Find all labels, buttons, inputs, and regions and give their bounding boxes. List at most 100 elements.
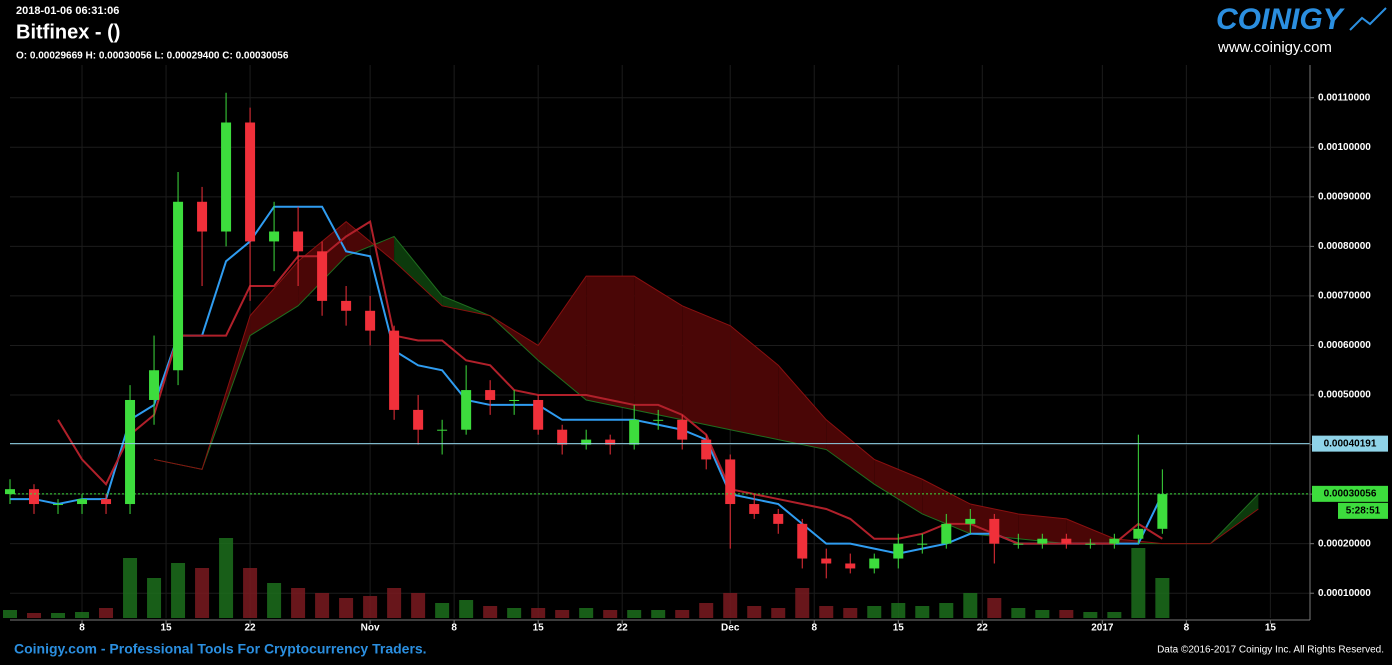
volume-bar <box>3 610 17 618</box>
price-label-box <box>1312 485 1388 502</box>
volume-bar <box>867 606 882 618</box>
ohlc-readout: O: 0.00029669 H: 0.00030056 L: 0.0002940… <box>16 51 289 62</box>
logo-icon <box>1349 7 1387 31</box>
candle-body <box>77 499 88 505</box>
candle-body <box>173 201 184 371</box>
candle-body <box>437 429 448 431</box>
volume-bar <box>819 606 834 618</box>
cloud-segment <box>586 276 635 410</box>
candle-body <box>965 518 976 524</box>
volume-bar <box>243 568 258 618</box>
volume-bar <box>459 600 474 618</box>
candle-body <box>1157 494 1168 529</box>
cloud-segment <box>538 276 587 400</box>
volume-bar <box>483 606 498 618</box>
candle-body <box>533 399 544 430</box>
volume-bar <box>51 613 66 618</box>
candle-body <box>773 513 784 524</box>
candle-body <box>509 399 520 401</box>
candle-body <box>917 543 928 545</box>
candle-body <box>197 201 208 232</box>
candle-body <box>1133 528 1144 539</box>
x-tick-label: 8 <box>1184 623 1190 634</box>
x-tick-label: 8 <box>451 623 457 634</box>
candle-body <box>629 419 640 445</box>
volume-bar <box>1011 608 1026 618</box>
cloud-segment <box>874 459 923 514</box>
x-tick-label: 15 <box>1265 623 1277 634</box>
cloud-span <box>153 220 1259 545</box>
volume-bar <box>435 603 450 618</box>
candle-body <box>749 504 760 514</box>
volume-bar <box>1131 548 1146 618</box>
candle-body <box>653 419 664 421</box>
candle-body <box>1109 538 1120 544</box>
candle-body <box>365 310 376 331</box>
volume-bar <box>75 612 90 618</box>
candle-body <box>461 390 472 430</box>
cloud-segment <box>394 236 443 306</box>
volume-bar <box>27 613 42 618</box>
volume-bar <box>603 610 618 618</box>
volume-bar <box>723 593 738 618</box>
footer-copyright: Data ©2016-2017 Coinigy Inc. All Rights … <box>1157 645 1384 656</box>
x-tick-label: 15 <box>160 623 172 634</box>
candle-body <box>341 300 352 311</box>
y-tick-label: 0.00110000 <box>1318 92 1371 103</box>
x-tick-label: 22 <box>977 623 989 634</box>
candle-body <box>317 251 328 301</box>
volume-bar <box>171 563 186 618</box>
x-tick-label: 22 <box>245 623 257 634</box>
countdown-box <box>1338 502 1388 519</box>
candle-body <box>1013 543 1024 545</box>
timestamp: 2018-01-06 06:31:06 <box>16 5 119 17</box>
candle-body <box>221 122 232 232</box>
cloud-segment <box>250 261 299 336</box>
volume-bar <box>1155 578 1170 618</box>
candle-body <box>797 523 808 559</box>
volume-bar <box>387 588 402 618</box>
volume-bar <box>1083 612 1098 618</box>
cloud-segment <box>682 305 731 430</box>
volume-bar <box>891 603 906 618</box>
candle-body <box>245 122 256 242</box>
x-tick-label: 15 <box>533 623 545 634</box>
volume-bar <box>915 606 930 618</box>
candle-body <box>725 459 736 505</box>
volume-bar <box>411 593 426 618</box>
candle-body <box>29 489 40 505</box>
cloud-segment <box>1018 513 1067 544</box>
candle-body <box>557 429 568 445</box>
candle-body <box>821 558 832 564</box>
volume-bar <box>363 596 378 618</box>
volume-bar <box>291 588 306 618</box>
volume-bar <box>1059 610 1074 618</box>
candle-body <box>269 231 280 242</box>
volume-bar <box>747 606 762 618</box>
price-label: 0.00040191 <box>1324 438 1377 449</box>
candle-body <box>485 390 496 400</box>
logo: COINIGY <box>1216 3 1346 36</box>
cloud-segment <box>826 419 875 485</box>
volume-bar <box>267 583 282 618</box>
volume-bar <box>123 558 138 618</box>
candle-body <box>1061 538 1072 544</box>
candle-body <box>869 558 880 569</box>
y-tick-label: 0.00100000 <box>1318 142 1371 153</box>
candle-body <box>53 504 64 506</box>
y-tick-label: 0.00010000 <box>1318 588 1371 599</box>
volume-bar <box>315 593 330 618</box>
x-tick-label: Dec <box>721 623 740 634</box>
volume-bar <box>675 610 690 618</box>
cloud-segment <box>922 479 971 534</box>
volume-bar <box>651 610 666 618</box>
volume-bar <box>987 598 1002 618</box>
y-tick-label: 0.00070000 <box>1318 291 1371 302</box>
candle-body <box>845 563 856 569</box>
candle-body <box>413 409 424 430</box>
x-tick-label: Nov <box>361 623 380 634</box>
indicator-line <box>57 220 1163 545</box>
volume-bar <box>939 603 954 618</box>
volume-bar <box>555 610 570 618</box>
